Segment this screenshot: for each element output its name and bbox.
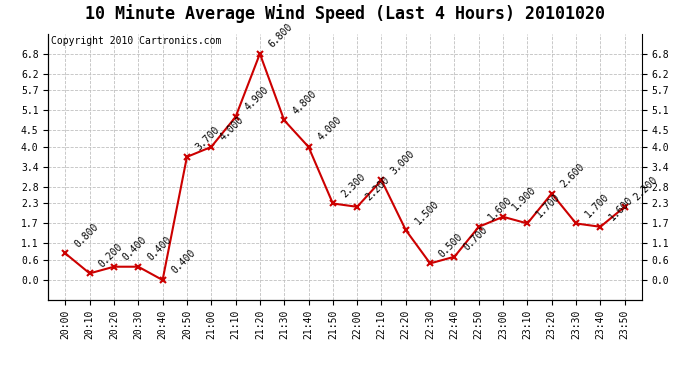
Text: 3.700: 3.700 — [194, 125, 221, 153]
Text: 0.400: 0.400 — [121, 235, 149, 262]
Text: 2.300: 2.300 — [339, 171, 368, 200]
Text: 0.200: 0.200 — [97, 242, 124, 269]
Text: 1.700: 1.700 — [534, 192, 562, 219]
Text: 0.500: 0.500 — [437, 231, 465, 259]
Text: 2.200: 2.200 — [364, 175, 392, 202]
Text: 0.800: 0.800 — [72, 221, 100, 249]
Text: 0.400: 0.400 — [145, 235, 173, 262]
Text: 1.600: 1.600 — [486, 195, 513, 223]
Text: Copyright 2010 Cartronics.com: Copyright 2010 Cartronics.com — [51, 36, 221, 46]
Text: 2.600: 2.600 — [559, 162, 586, 189]
Text: 4.000: 4.000 — [218, 115, 246, 143]
Text: 0.700: 0.700 — [462, 225, 489, 253]
Text: 3.000: 3.000 — [388, 148, 416, 176]
Text: 0.400: 0.400 — [170, 248, 197, 276]
Text: 6.800: 6.800 — [267, 22, 295, 50]
Text: 1.600: 1.600 — [607, 195, 635, 223]
Text: 1.900: 1.900 — [510, 185, 538, 213]
Text: 4.900: 4.900 — [242, 85, 270, 113]
Text: 2.200: 2.200 — [631, 175, 660, 202]
Text: 1.500: 1.500 — [413, 198, 441, 226]
Text: 10 Minute Average Wind Speed (Last 4 Hours) 20101020: 10 Minute Average Wind Speed (Last 4 Hou… — [85, 4, 605, 23]
Text: 1.700: 1.700 — [583, 192, 611, 219]
Text: 4.800: 4.800 — [291, 88, 319, 116]
Text: 4.000: 4.000 — [315, 115, 344, 143]
